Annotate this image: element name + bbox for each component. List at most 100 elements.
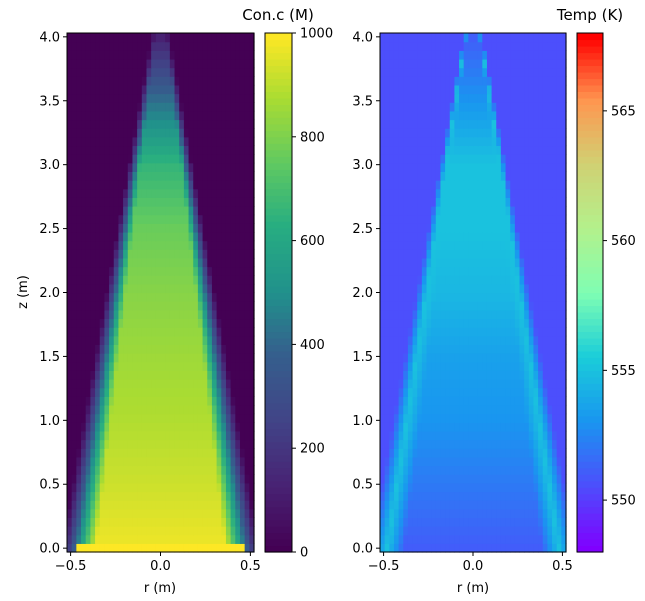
temperature-cell (491, 41, 497, 51)
concentration-cell (230, 33, 236, 43)
temperature-cell (482, 474, 488, 484)
temperature-cell (505, 206, 511, 216)
temperature-cell (445, 197, 451, 207)
concentration-cell (225, 275, 232, 285)
concentration-cell (183, 318, 190, 328)
concentration-cell (207, 404, 213, 415)
temperature-cell (547, 318, 553, 328)
concentration-cell (76, 491, 82, 501)
concentration-cell (193, 422, 199, 432)
concentration-cell (188, 534, 194, 544)
temperature-cell (384, 275, 390, 285)
temperature-cell (486, 396, 493, 406)
concentration-cell (81, 491, 87, 501)
temperature-cell (477, 110, 483, 121)
concentration-cell (104, 534, 110, 544)
temperature-cell (445, 301, 451, 311)
temperature-cell (384, 214, 390, 224)
temperature-cell (510, 188, 516, 198)
concentration-cell (165, 526, 171, 536)
concentration-cell (76, 231, 82, 242)
temperature-cell (533, 214, 539, 224)
temperature-cell (519, 370, 525, 380)
concentration-cell (118, 223, 124, 233)
concentration-cell (174, 500, 180, 510)
temperature-cell (421, 223, 428, 233)
temperature-cell (421, 240, 428, 250)
concentration-cell (193, 387, 199, 397)
concentration-cell (197, 93, 204, 103)
temperature-cell (431, 526, 437, 536)
concentration-cell (90, 387, 96, 397)
temperature-cell (421, 344, 428, 354)
concentration-cell (95, 370, 101, 380)
concentration-cell (137, 67, 143, 77)
concentration-cell (137, 197, 143, 207)
temperature-cell (407, 474, 414, 484)
temperature-cell (468, 309, 474, 320)
temperature-cell (514, 379, 521, 389)
temperature-cell (477, 335, 483, 345)
concentration-cell (235, 491, 241, 501)
concentration-cell (160, 58, 166, 69)
temperature-cell (473, 387, 479, 397)
concentration-cell (239, 41, 246, 51)
concentration-cell (230, 396, 236, 406)
concentration-cell (155, 318, 162, 328)
temperature-cell (435, 266, 442, 276)
temperature-cell (528, 206, 535, 216)
concentration-cell (202, 154, 208, 164)
concentration-cell (202, 344, 208, 354)
temperature-cell (473, 404, 479, 415)
concentration-cell (99, 249, 105, 259)
concentration-cell (207, 240, 213, 250)
colorbar-segment (265, 130, 292, 138)
temperature-cell (417, 318, 423, 328)
concentration-cell (137, 500, 143, 510)
temperature-cell (445, 214, 451, 224)
concentration-cell (165, 482, 171, 493)
temperature-cell (524, 93, 530, 103)
temperature-heatmap (380, 33, 567, 553)
temperature-cell (552, 283, 558, 294)
temperature-cell (477, 353, 483, 363)
temperature-cell (547, 335, 553, 345)
temperature-cell (556, 128, 562, 138)
temperature-cell (510, 67, 516, 77)
concentration-cell (216, 41, 222, 51)
temperature-cell (524, 491, 530, 501)
temperature-cell (496, 240, 502, 250)
temperature-cell (412, 543, 418, 553)
concentration-cell (81, 266, 87, 276)
concentration-cell (188, 379, 194, 389)
concentration-cell (104, 387, 110, 397)
concentration-cell (85, 67, 91, 77)
concentration-cell (90, 275, 96, 285)
concentration-cell (193, 474, 199, 484)
temperature-cell (389, 474, 395, 484)
concentration-cell (193, 283, 199, 294)
concentration-cell (221, 439, 227, 449)
concentration-cell (123, 58, 129, 69)
concentration-cell (160, 33, 166, 43)
temperature-cell (477, 404, 483, 415)
concentration-cell (123, 110, 129, 121)
temperature-cell (463, 206, 469, 216)
temperature-cell (393, 231, 400, 242)
concentration-cell (76, 128, 82, 138)
temperature-cell (384, 301, 390, 311)
concentration-cell (95, 534, 101, 544)
temperature-cell (561, 430, 567, 441)
temperature-cell (510, 249, 516, 259)
concentration-cell (202, 145, 208, 155)
concentration-cell (216, 404, 222, 415)
concentration-cell (141, 188, 148, 198)
temperature-cell (538, 396, 544, 406)
temperature-cell (393, 171, 400, 181)
concentration-cell (235, 422, 241, 432)
concentration-cell (113, 93, 120, 103)
concentration-cell (165, 145, 171, 155)
temperature-cell (440, 257, 446, 268)
temperature-cell (468, 214, 474, 224)
concentration-cell (95, 84, 101, 95)
